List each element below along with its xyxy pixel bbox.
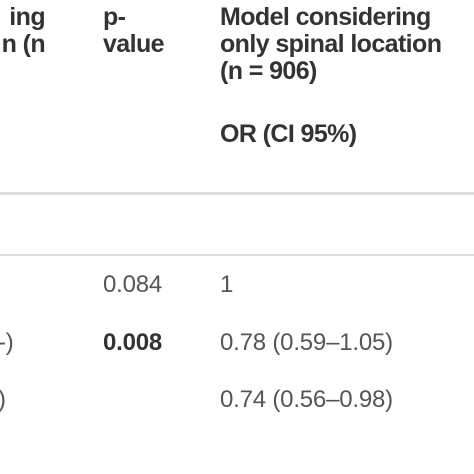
header-subtitle: OR (CI 95%)	[220, 120, 357, 148]
header-line: only spinal location	[220, 30, 442, 58]
p-value: 0.084	[103, 271, 163, 298]
odds-ratio: 0.78 (0.59–1.05)	[220, 329, 393, 356]
odds-ratio: 0.74 (0.56–0.98)	[220, 386, 393, 413]
row-label: )	[0, 386, 6, 413]
p-value: 0.008	[103, 329, 163, 356]
header-line: value	[103, 30, 165, 58]
header-line: Model considering	[220, 3, 431, 31]
header-line: ing	[9, 3, 45, 31]
header-cell: p- value	[103, 3, 165, 58]
row-rule	[0, 254, 474, 256]
header-cell: Model considering only spinal location (…	[220, 3, 442, 85]
header-line: (n = 906)	[220, 57, 317, 85]
header-line: n (n	[1, 30, 46, 58]
odds-ratio: 1	[220, 271, 234, 298]
header-line: p-	[103, 3, 126, 31]
row-label: -)	[0, 329, 14, 356]
header-cell: ing n (n	[1, 3, 46, 58]
header-rule	[0, 192, 474, 195]
